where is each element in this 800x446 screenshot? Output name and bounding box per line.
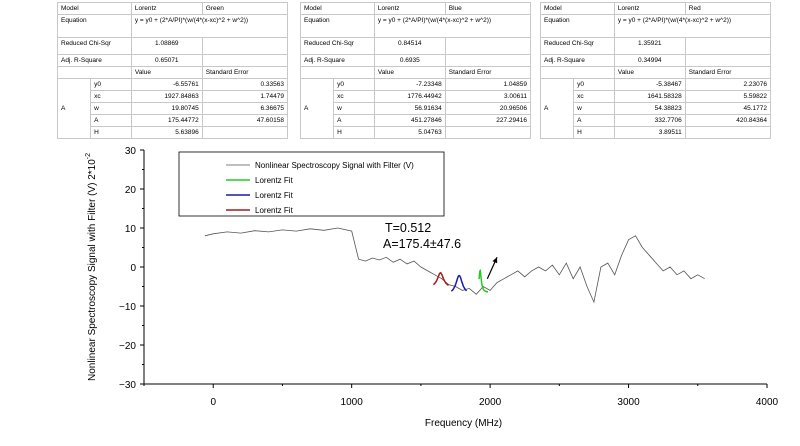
chart-axes: 30 20 10 0 −10 −20 −30 0 1000 2000 3000 4000 Frequen… [85,146,779,429]
y-tick-label: 10 [125,224,137,235]
group-label: A [299,78,335,139]
y-tick-label: −30 [119,380,136,391]
y-tick-label: 30 [125,146,137,157]
y-tick-label: 20 [125,185,137,196]
group-label: A [539,78,575,139]
legend-box [178,151,445,217]
fit-table-green: Model Lorentz Green Equation y = y0 + (2*A/P… [56,2,289,139]
equation-text: y = y0 + (2*A/PI)*(w/(4*(x-xc)^2 + w^2)) [130,14,289,38]
x-tick-label: 0 [210,397,216,408]
lorentz-fit-line-2 [450,274,468,292]
annotation-t: T=0.512 [385,221,431,235]
y-tick-label: −20 [119,341,136,352]
x-tick-label: 3000 [617,397,640,408]
raw-signal-line [204,227,705,304]
chart-legend: Nonlinear Spectroscopy Signal with Filte… [178,151,445,217]
x-axis-title: Frequency (MHz) [425,418,502,429]
legend-label-2: Lorentz Fit [255,191,294,200]
param-error [444,126,532,139]
x-tick-label: 4000 [756,397,779,408]
fit-table-blue: Model Lorentz Blue Equation y = y0 + (2*A/PI… [299,2,532,139]
param-value: 5.63896 [130,126,203,139]
lorentz-fit-line-1 [478,268,488,293]
fit-table-red: Model Lorentz Red Equation y = y0 + (2*A/PI)… [539,2,772,139]
param-error [684,126,772,139]
param-value: 3.89511 [613,126,686,139]
group-label: A [56,78,92,139]
x-tick-label: 2000 [479,397,502,408]
equation-text: y = y0 + (2*A/PI)*(w/(4*(x-xc)^2 + w^2)) [613,14,772,38]
annotation-arrowhead [492,257,498,264]
chart-annotation: T=0.512 A=175.4±47.6 [383,221,498,279]
y-axis-title: Nonlinear Spectroscopy Signal with Filte… [85,153,98,381]
y-tick-label: 0 [130,263,136,274]
equation-label: Equation [540,14,615,38]
legend-label-3: Lorentz Fit [255,206,294,215]
x-tick-label: 1000 [341,397,364,408]
legend-label-1: Lorentz Fit [255,176,294,185]
legend-label-0: Nonlinear Spectroscopy Signal with Filte… [255,161,414,170]
annotation-a: A=175.4±47.6 [383,237,461,251]
y-tick-label: −10 [119,302,136,313]
chart-marks [204,227,705,304]
param-error [201,126,289,139]
equation-text: y = y0 + (2*A/PI)*(w/(4*(x-xc)^2 + w^2)) [373,14,532,38]
lorentz-fit-line-3 [432,272,449,286]
